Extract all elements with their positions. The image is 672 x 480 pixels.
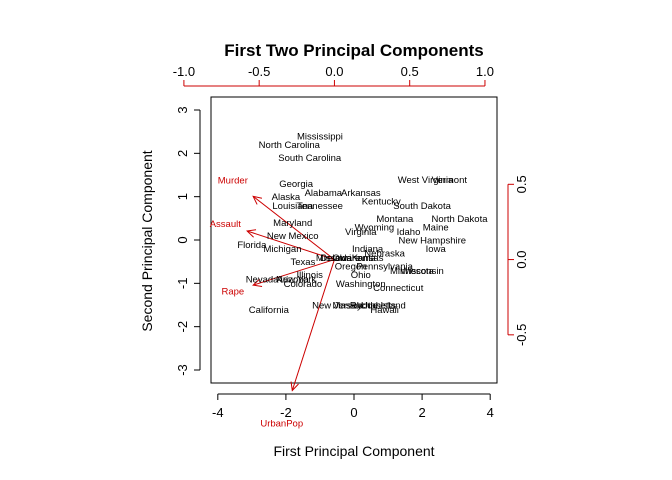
state-label: Washington xyxy=(336,279,386,290)
y-axis-label: Second Principal Component xyxy=(139,150,155,331)
y-tick-label: 0 xyxy=(175,236,190,243)
loading-arrow-urbanpop xyxy=(291,259,335,391)
loading-label: UrbanPop xyxy=(260,418,303,429)
state-label: Alaska xyxy=(272,192,301,203)
state-label: New Hampshire xyxy=(399,236,467,247)
y-tick-label: 3 xyxy=(175,106,190,113)
state-label: Missouri xyxy=(316,253,351,264)
loading-arrowhead xyxy=(252,278,263,287)
state-label: Colorado xyxy=(284,279,323,290)
state-label: Nevada xyxy=(246,275,279,286)
state-label: Tennessee xyxy=(297,201,343,212)
loading-arrow-rape xyxy=(252,259,335,286)
y-tick-label: -3 xyxy=(175,364,190,376)
state-label: Mississippi xyxy=(297,132,343,143)
x-axis-label: First Principal Component xyxy=(273,443,434,459)
state-label: Georgia xyxy=(279,179,314,190)
x-tick-label: -4 xyxy=(212,405,224,420)
state-label: Indiana xyxy=(352,244,384,255)
state-label: West Virginia xyxy=(398,175,454,186)
right-tick-label: 0.5 xyxy=(514,175,529,193)
state-label: Minnesota xyxy=(390,266,435,277)
top-tick-label: -1.0 xyxy=(173,64,195,79)
state-label: Maine xyxy=(423,223,449,234)
x-tick-label: -2 xyxy=(280,405,292,420)
top-tick-label: 0.0 xyxy=(325,64,343,79)
state-label: Utah xyxy=(361,301,381,312)
state-label: Massachusetts xyxy=(333,301,397,312)
top-tick-label: 1.0 xyxy=(476,64,494,79)
state-label: New York xyxy=(276,275,316,286)
state-label: Nebraska xyxy=(364,249,405,260)
state-label: Louisiana xyxy=(272,201,313,212)
state-label: Illinois xyxy=(297,270,324,281)
loading-arrow-murder xyxy=(252,195,335,260)
state-label: New Mexico xyxy=(267,231,319,242)
state-label: Pennsylvania xyxy=(356,262,413,273)
loading-label: Assault xyxy=(210,219,242,230)
state-label: South Dakota xyxy=(393,201,451,212)
state-label: Texas xyxy=(291,257,316,268)
loading-label: Murder xyxy=(218,176,248,187)
y-tick-label: -2 xyxy=(175,321,190,333)
top-tick-label: 0.5 xyxy=(401,64,419,79)
state-label: Ohio xyxy=(351,270,371,281)
state-label: Iowa xyxy=(426,244,447,255)
state-label: Idaho xyxy=(397,227,421,238)
chart-title: First Two Principal Components xyxy=(224,41,483,60)
right-tick-label: -0.5 xyxy=(514,324,529,346)
y-tick-label: 2 xyxy=(175,150,190,157)
loading-label: Rape xyxy=(221,287,244,298)
y-tick-label: 1 xyxy=(175,193,190,200)
x-tick-label: 4 xyxy=(487,405,494,420)
right-tick-label: 0.0 xyxy=(514,251,529,269)
loading-arrow-assault xyxy=(246,230,335,261)
state-label: Hawaii xyxy=(370,305,399,316)
state-label: South Carolina xyxy=(278,153,342,164)
state-label: Vermont xyxy=(432,175,468,186)
loading-arrowhead xyxy=(246,229,257,238)
state-label: Arkansas xyxy=(341,188,381,199)
state-label: California xyxy=(249,305,290,316)
x-tick-label: 2 xyxy=(418,405,425,420)
state-label: Rhode Island xyxy=(350,301,406,312)
plot-area-frame xyxy=(210,96,498,384)
state-label: Connecticut xyxy=(373,283,424,294)
state-label: Delaware xyxy=(320,253,360,264)
y-tick-label: -1 xyxy=(175,278,190,290)
state-label: North Carolina xyxy=(259,140,321,151)
state-label: North Dakota xyxy=(432,214,489,225)
loading-vectors: Murder Assault UrbanPop Rape xyxy=(210,176,335,429)
loading-arrowhead xyxy=(290,381,299,392)
state-label: Kentucky xyxy=(362,197,401,208)
state-label: Kansas xyxy=(352,253,384,264)
state-label: Wyoming xyxy=(355,223,395,234)
state-label: Michigan xyxy=(263,244,301,255)
state-label: Alabama xyxy=(305,188,343,199)
top-tick-label: -0.5 xyxy=(248,64,270,79)
state-label: Florida xyxy=(237,240,267,251)
state-label: Montana xyxy=(376,214,414,225)
x-tick-label: 0 xyxy=(350,405,357,420)
loading-arrowhead xyxy=(252,195,263,205)
axes-group: -4 -2 0 2 4 -3 -2 -1 0 1 2 3 -1.0 -0.5 0.0 0.5 1.0 -0.5 0.… xyxy=(173,64,529,420)
state-label: Oklahoma xyxy=(332,253,376,264)
state-label: Virginia xyxy=(345,227,377,238)
state-label: New Jersey xyxy=(312,301,362,312)
state-label: Maryland xyxy=(273,218,312,229)
state-label: Oregon xyxy=(335,262,367,273)
state-label: Wisconsin xyxy=(400,266,443,277)
state-label: Arizona xyxy=(277,275,310,286)
